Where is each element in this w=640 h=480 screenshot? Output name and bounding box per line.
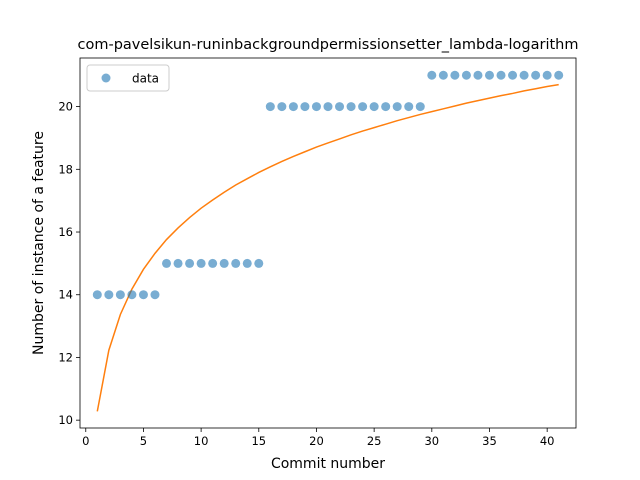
data-point xyxy=(554,70,564,80)
data-point xyxy=(150,290,160,300)
data-points-layer xyxy=(92,70,564,300)
y-tick-label: 14 xyxy=(58,288,73,302)
axes-frame xyxy=(79,57,577,429)
x-axis-ticks: 0 5 10 15 20 25 30 35 40 xyxy=(82,428,554,448)
data-point xyxy=(311,102,321,112)
data-point xyxy=(461,70,471,80)
data-point xyxy=(427,70,437,80)
x-tick-label: 5 xyxy=(140,434,147,448)
fit-line-layer xyxy=(96,83,559,412)
x-tick-label: 40 xyxy=(540,434,555,448)
x-tick-label: 25 xyxy=(367,434,382,448)
data-point xyxy=(484,70,494,80)
data-point xyxy=(369,102,379,112)
data-point xyxy=(242,258,252,268)
y-axis-ticks: 10 12 14 16 18 20 xyxy=(58,100,80,427)
legend: data xyxy=(86,64,170,92)
data-point xyxy=(335,102,345,112)
data-point xyxy=(496,70,506,80)
data-point xyxy=(415,102,425,112)
x-tick-label: 15 xyxy=(251,434,266,448)
data-point xyxy=(208,258,218,268)
data-point xyxy=(450,70,460,80)
data-point xyxy=(381,102,391,112)
legend-label-data: data xyxy=(132,72,159,86)
data-point xyxy=(288,102,298,112)
legend-box xyxy=(86,64,170,92)
data-point xyxy=(392,102,402,112)
data-point xyxy=(162,258,172,268)
data-point xyxy=(219,258,229,268)
data-point xyxy=(265,102,275,112)
y-axis-label: Number of instance of a feature xyxy=(31,131,47,355)
data-point xyxy=(300,102,310,112)
data-point xyxy=(231,258,241,268)
x-tick-label: 30 xyxy=(424,434,439,448)
y-tick-label: 16 xyxy=(58,225,73,239)
data-point xyxy=(92,290,102,300)
data-point xyxy=(127,290,137,300)
data-point xyxy=(138,290,148,300)
data-point xyxy=(519,70,529,80)
legend-marker-data xyxy=(101,73,111,83)
data-point xyxy=(115,290,125,300)
y-tick-label: 12 xyxy=(58,350,73,364)
data-point xyxy=(254,258,264,268)
data-point xyxy=(508,70,518,80)
data-point xyxy=(473,70,483,80)
data-point xyxy=(358,102,368,112)
x-tick-label: 10 xyxy=(194,434,209,448)
data-point xyxy=(277,102,287,112)
y-tick-label: 20 xyxy=(58,100,73,114)
data-point xyxy=(542,70,552,80)
y-tick-label: 18 xyxy=(58,162,73,176)
data-point xyxy=(404,102,414,112)
data-point xyxy=(438,70,448,80)
data-point xyxy=(531,70,541,80)
plot-area: 0 5 10 15 20 25 30 35 40 10 12 14 16 18 20 xyxy=(58,57,577,448)
data-point xyxy=(104,290,114,300)
chart-title: com-pavelsikun-runinbackgroundpermission… xyxy=(78,37,579,53)
fit-line xyxy=(96,83,559,412)
data-point xyxy=(323,102,333,112)
x-axis-label: Commit number xyxy=(271,456,385,472)
x-tick-label: 35 xyxy=(482,434,497,448)
data-point xyxy=(173,258,183,268)
y-tick-label: 10 xyxy=(58,413,73,427)
data-point xyxy=(185,258,195,268)
x-tick-label: 0 xyxy=(82,434,89,448)
data-point xyxy=(346,102,356,112)
x-tick-label: 20 xyxy=(309,434,324,448)
data-point xyxy=(196,258,206,268)
